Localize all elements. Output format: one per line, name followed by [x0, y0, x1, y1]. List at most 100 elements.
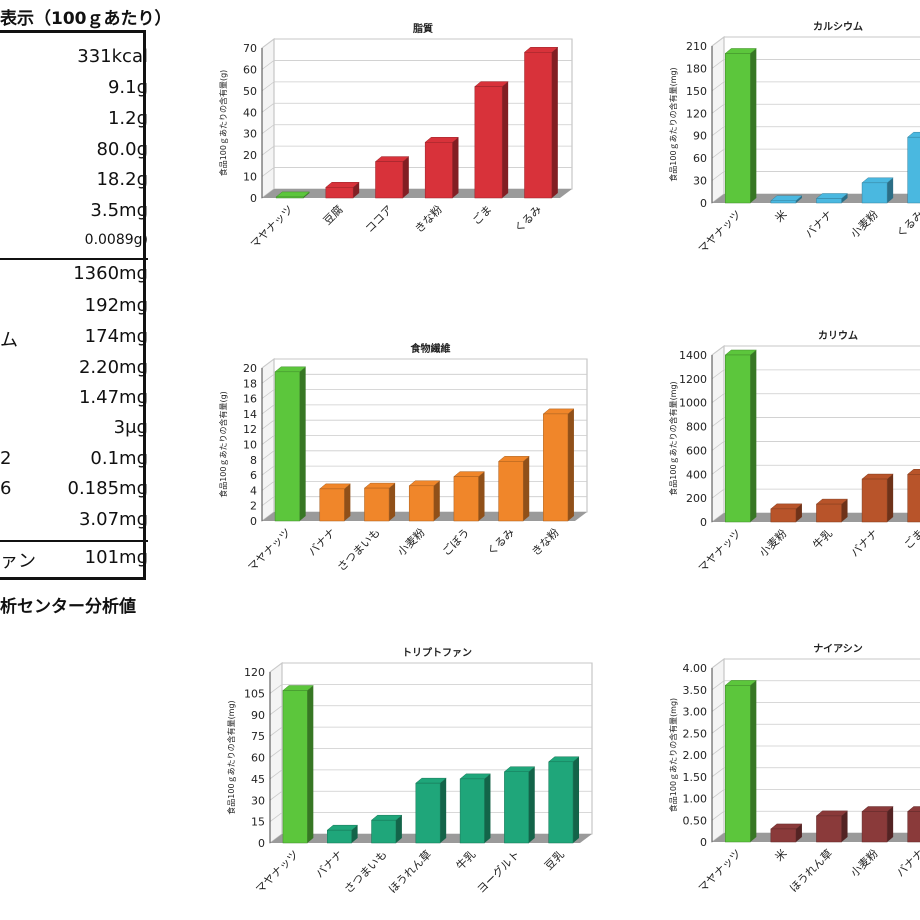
bar	[371, 819, 397, 844]
y-tick-label: 150	[686, 85, 707, 98]
y-tick-label: 14	[243, 408, 257, 421]
bar	[770, 508, 797, 523]
grid-line	[711, 789, 920, 799]
bar-side	[573, 756, 580, 843]
bar-side	[502, 81, 509, 198]
x-tick-label: さつまいも	[342, 848, 390, 896]
bar-side	[523, 456, 530, 521]
table-divider	[0, 258, 148, 260]
bar-side	[433, 480, 440, 521]
y-tick-label: 0.50	[683, 814, 708, 827]
y-tick-label: 600	[686, 444, 707, 457]
bar	[498, 461, 524, 522]
grid-line	[261, 465, 587, 476]
grid-line	[711, 417, 920, 427]
grid-line	[261, 81, 572, 92]
grid-line	[269, 726, 592, 737]
table-divider	[0, 540, 148, 542]
y-tick-label: 0	[700, 516, 707, 529]
bar	[274, 371, 300, 522]
grid-line	[711, 658, 920, 669]
grid-line	[261, 124, 572, 135]
bar	[424, 142, 453, 199]
table-header: 表示（100ｇあたり）	[0, 9, 172, 29]
bar	[548, 761, 574, 844]
chart-title: 脂質	[412, 22, 433, 35]
grid-line	[261, 450, 587, 461]
bar-side	[750, 350, 757, 522]
grid-line	[711, 441, 920, 451]
back-wall	[273, 38, 573, 190]
bar-side	[528, 766, 535, 843]
x-tick-label: マヤナッツ	[245, 526, 293, 574]
y-tick-label: 30	[693, 175, 707, 188]
bar-side	[887, 177, 894, 203]
bar	[504, 771, 529, 844]
x-tick-label: ごま	[901, 526, 920, 551]
side-wall	[261, 38, 275, 199]
bar	[725, 685, 751, 843]
bar	[816, 815, 842, 843]
bar-top	[374, 156, 410, 162]
bar-side	[795, 823, 802, 842]
y-tick-label: 210	[686, 40, 707, 53]
bar-side	[478, 471, 485, 521]
bar-top	[906, 806, 920, 812]
bar	[770, 200, 797, 204]
y-tick-label: 2.50	[683, 727, 708, 740]
y-axis-label: 食品100ｇあたりの含有量(mg)	[668, 67, 678, 181]
x-tick-label: さつまいも	[335, 526, 383, 574]
table-label: ム	[0, 330, 18, 351]
grid-line	[261, 102, 572, 113]
grid-line	[711, 393, 920, 404]
y-tick-label: 105	[244, 687, 265, 700]
grid-line	[261, 404, 587, 415]
x-tick-label: きな粉	[529, 526, 562, 559]
grid-line	[269, 748, 592, 758]
x-tick-label: 牛乳	[810, 526, 835, 551]
y-tick-label: 30	[243, 128, 257, 141]
y-tick-label: 15	[251, 816, 265, 829]
y-tick-label: 3.50	[683, 684, 708, 697]
bar	[474, 86, 503, 199]
x-tick-label: バナナ	[894, 847, 920, 880]
y-tick-label: 60	[243, 63, 257, 76]
y-tick-label: 10	[243, 171, 257, 184]
y-axis-label: 食品100ｇあたりの含有量(mg)	[668, 381, 678, 495]
side-wall	[711, 36, 725, 204]
y-axis-label: 食品100ｇあたりの含有量(g)	[218, 391, 228, 498]
bar-side	[351, 825, 358, 843]
bar	[408, 485, 435, 522]
grid-line	[269, 769, 592, 780]
table-value: 80.0g	[96, 139, 148, 160]
bar	[907, 811, 920, 843]
x-tick-label: 小麦粉	[848, 847, 881, 880]
bar	[524, 52, 553, 199]
y-tick-label: 30	[251, 794, 265, 807]
table-value: 1360mg	[73, 263, 148, 284]
table-value: 192mg	[84, 295, 148, 316]
grid-line	[711, 171, 920, 181]
grid-line	[711, 702, 920, 712]
bar-side	[551, 47, 558, 199]
table-value: 3μg	[113, 417, 148, 438]
x-tick-label: くるみ	[512, 203, 544, 235]
x-tick-label: くるみ	[894, 208, 920, 240]
chart-title: ナイアシン	[813, 643, 863, 655]
x-tick-label: くるみ	[485, 526, 517, 558]
chart-title: 食物繊維	[410, 342, 451, 355]
y-tick-label: 2.00	[683, 749, 708, 762]
x-tick-label: ココア	[363, 203, 396, 236]
bar-side	[841, 810, 848, 842]
bar-side	[567, 408, 574, 521]
y-tick-label: 20	[243, 149, 257, 162]
x-tick-label: マヤナッツ	[696, 847, 744, 895]
table-value: 3.5mg	[90, 200, 148, 221]
bar-top	[906, 469, 920, 475]
y-axis-label: 食品100ｇあたりの含有量(g)	[218, 70, 228, 177]
grid-line	[711, 680, 920, 691]
grid-line	[261, 389, 587, 399]
bar-side	[841, 499, 848, 522]
